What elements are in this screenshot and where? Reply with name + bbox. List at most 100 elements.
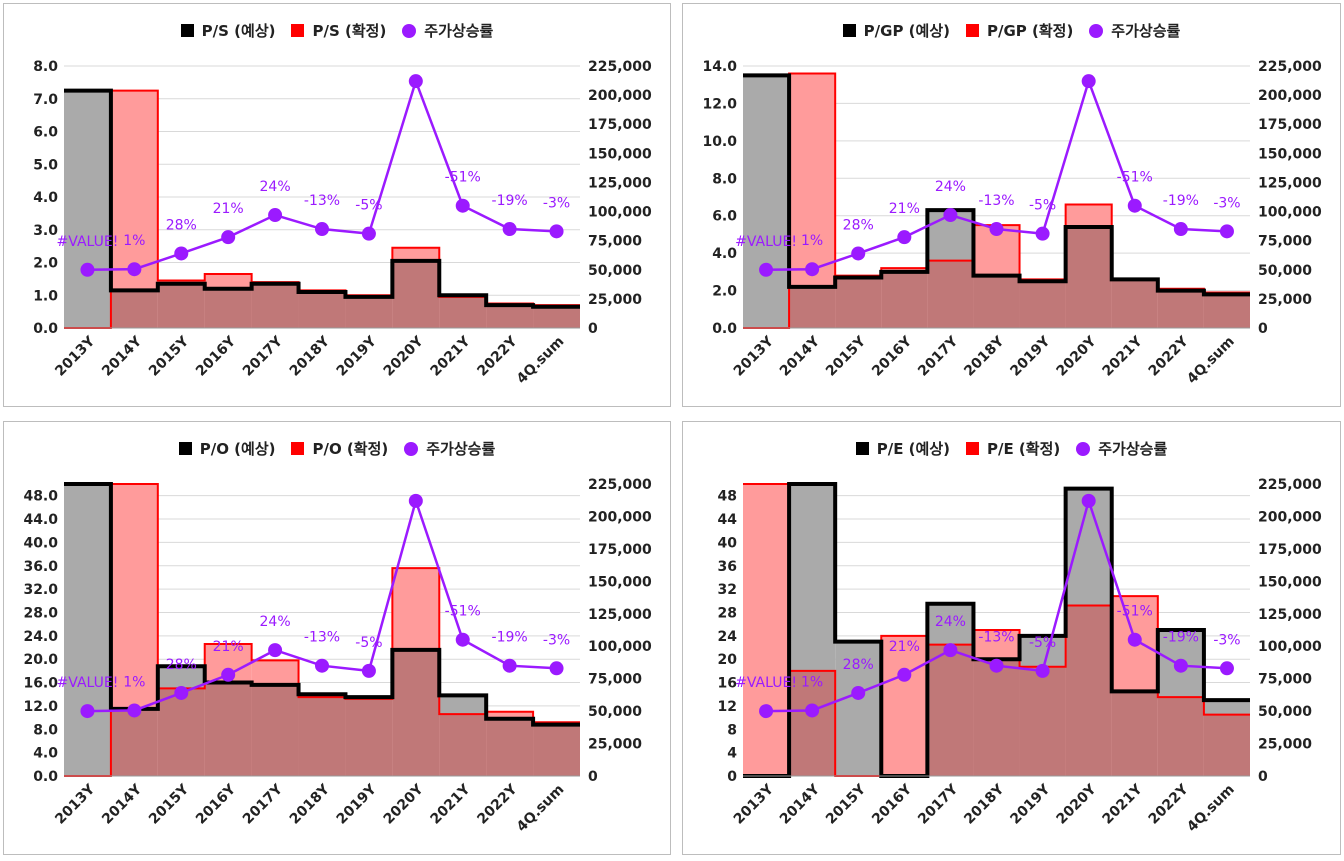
x-tick-label: 2013Y xyxy=(731,333,778,380)
x-tick-label: 4Q.sum xyxy=(1184,782,1238,836)
data-label: -19% xyxy=(1163,193,1199,209)
data-label: 28% xyxy=(166,657,197,673)
x-tick-label: 2021Y xyxy=(428,781,475,828)
y-tick-label: 0.0 xyxy=(33,321,58,337)
bar-overlap xyxy=(1157,697,1204,776)
bar-overlap xyxy=(251,684,299,776)
y-tick-label: 1.0 xyxy=(33,288,58,304)
y2-tick-label: 75,000 xyxy=(588,234,642,250)
x-tick-label: 2014Y xyxy=(777,781,824,828)
bar-overlap xyxy=(1203,294,1250,328)
legend-item-expected: P/GP (예상) xyxy=(842,20,950,41)
data-label: 24% xyxy=(935,179,966,195)
x-tick-label: 2013Y xyxy=(52,333,99,380)
x-tick-label: 2019Y xyxy=(1007,333,1054,380)
price-point xyxy=(1219,661,1234,676)
data-label: -3% xyxy=(543,195,570,211)
y-tick-label: 16.0 xyxy=(23,676,58,692)
price-point xyxy=(455,632,470,647)
x-tick-label: 2020Y xyxy=(381,781,428,828)
y2-tick-label: 25,000 xyxy=(588,737,642,753)
chart-ps: 0.0 1.0 2.0 3.0 4.0 5.0 6.0 7.0 8.0 0 25,000 50,000… xyxy=(33,59,652,387)
bar-expected xyxy=(743,75,790,328)
price-point xyxy=(805,703,820,718)
y2-tick-label: 25,000 xyxy=(588,292,642,308)
x-tick-label: 2018Y xyxy=(287,781,334,828)
y-tick-label: 20 xyxy=(718,652,738,668)
data-label: -3% xyxy=(543,632,570,648)
y-tick-label: 7.0 xyxy=(33,92,58,108)
data-label: 24% xyxy=(260,179,291,195)
price-point xyxy=(989,658,1004,673)
price-point xyxy=(851,685,866,700)
bar-overlap xyxy=(973,275,1020,328)
data-label: -3% xyxy=(1213,632,1240,648)
data-label: 28% xyxy=(843,217,874,233)
chart-panel-pgp: P/GP (예상) P/GP (확정) 주가상승률 0.0 2.0 4.0 6.0 8.… xyxy=(682,3,1341,407)
x-tick-label: 2017Y xyxy=(915,781,962,828)
y2-tick-label: 150,000 xyxy=(1258,574,1322,590)
legend-item-expected: P/S (예상) xyxy=(180,20,275,41)
x-tick-label: 2022Y xyxy=(474,333,521,380)
data-label: -19% xyxy=(1163,630,1199,646)
chart-pe: 04812162024283236404448025,00050,00075,0… xyxy=(718,477,1323,836)
y-tick-label: 4.0 xyxy=(33,190,58,206)
y-tick-label: 3.0 xyxy=(33,223,58,239)
price-point xyxy=(1035,663,1050,678)
y-tick-label: 24 xyxy=(718,629,738,645)
data-label: -19% xyxy=(492,630,528,646)
data-label: 1% xyxy=(123,233,145,249)
chart-panel-pe: P/E (예상) P/E (확정) 주가상승률 0 4 8 12 16 20 24 28 32 3… xyxy=(682,421,1341,855)
price-point xyxy=(127,262,142,277)
bar-overlap xyxy=(1203,714,1250,776)
x-tick-label: 2021Y xyxy=(428,333,475,380)
data-label: 1% xyxy=(801,233,823,249)
price-point xyxy=(805,262,820,277)
price-point xyxy=(759,262,774,277)
price-point xyxy=(361,663,376,678)
data-label: -13% xyxy=(304,193,340,209)
x-tick-label: 2016Y xyxy=(193,781,240,828)
price-point xyxy=(1127,198,1142,213)
y2-tick-label: 50,000 xyxy=(1258,704,1312,720)
bar-overlap xyxy=(973,659,1020,776)
y-tick-label: 40 xyxy=(718,535,738,551)
bar-overlap xyxy=(1111,279,1158,328)
y2-tick-label: 125,000 xyxy=(1258,607,1322,623)
price-point xyxy=(1127,632,1142,647)
bar-overlap xyxy=(439,296,487,328)
y2-tick-label: 200,000 xyxy=(1258,88,1322,104)
x-tick-label: 2022Y xyxy=(474,781,521,828)
bar-overlap xyxy=(1065,605,1112,776)
data-label: -13% xyxy=(978,630,1014,646)
y-tick-label: 8.0 xyxy=(33,722,58,738)
price-point xyxy=(221,230,236,245)
bar-overlap xyxy=(486,305,534,328)
y2-tick-label: 50,000 xyxy=(588,704,642,720)
chart-panel-ps: P/S (예상) P/S (확정) 주가상승률 0.0 1.0 2.0 3.0 4.0 5… xyxy=(3,3,671,407)
y-tick-label: 0.0 xyxy=(712,321,737,337)
y-tick-label: 6.0 xyxy=(712,209,737,225)
price-point xyxy=(361,226,376,241)
legend-item-price: 주가상승률 xyxy=(1076,438,1167,459)
y-tick-label: 32.0 xyxy=(23,582,58,598)
legend-item-actual: P/E (확정) xyxy=(965,438,1060,459)
price-point xyxy=(408,74,423,89)
x-tick-label: 2018Y xyxy=(287,333,334,380)
y2-tick-label: 200,000 xyxy=(1258,509,1322,525)
x-tick-label: 2014Y xyxy=(99,333,146,380)
data-label: 24% xyxy=(935,614,966,630)
bar-expected xyxy=(835,641,882,776)
bar-overlap xyxy=(298,291,346,328)
y-tick-label: 8 xyxy=(727,722,737,738)
x-tick-label: 2022Y xyxy=(1146,781,1193,828)
price-point xyxy=(80,262,95,277)
x-tick-label: 2019Y xyxy=(334,333,381,380)
legend-item-actual: P/GP (확정) xyxy=(965,20,1073,41)
legend: P/GP (예상) P/GP (확정) 주가상승률 xyxy=(683,20,1340,41)
price-point xyxy=(897,667,912,682)
y-tick-label: 8.0 xyxy=(33,59,58,75)
price-point xyxy=(80,704,95,719)
legend-item-expected: P/O (예상) xyxy=(178,438,275,459)
bar-overlap xyxy=(392,649,440,776)
